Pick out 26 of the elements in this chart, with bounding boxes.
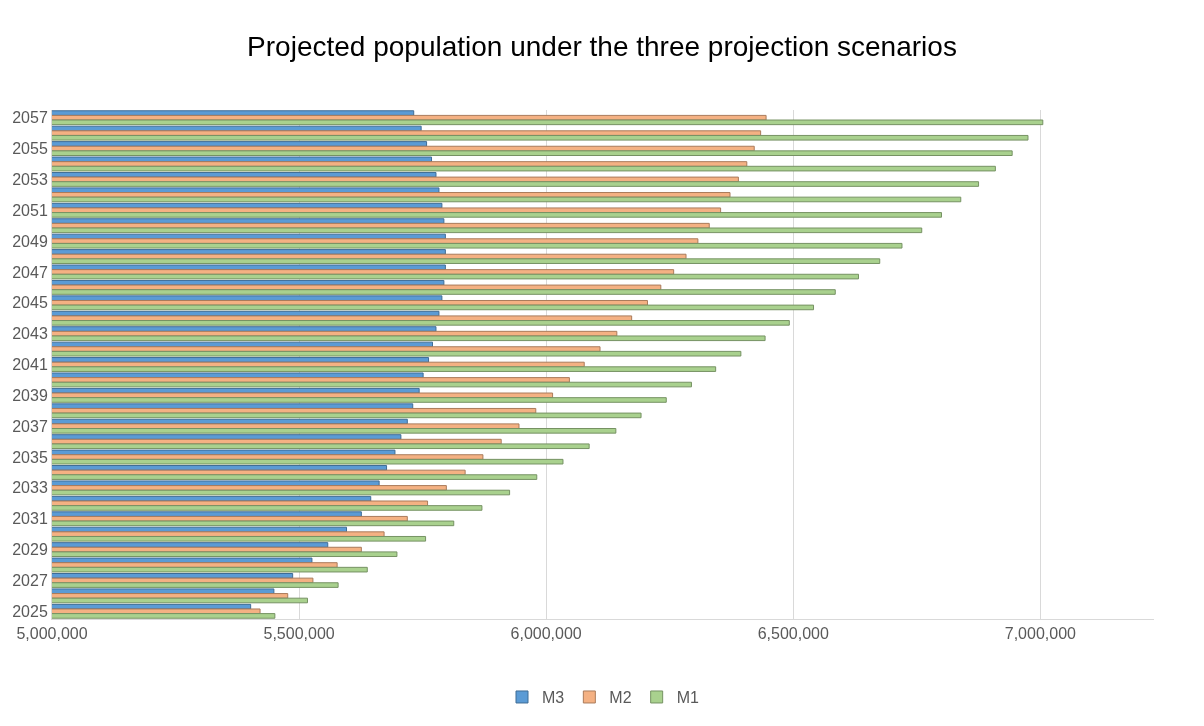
y-tick-label: 2055 [12,140,48,158]
x-tick-label: 7,000,000 [1004,625,1077,643]
y-tick-label: 2027 [12,572,48,590]
y-tick-label: 2033 [12,479,48,497]
legend-label: M2 [609,689,632,707]
y-tick-label: 2031 [12,510,48,528]
y-tick-label: 2047 [12,263,48,281]
y-tick-label: 2045 [12,294,48,312]
y-tick-label: 2039 [12,386,48,404]
x-tick-label: 6,500,000 [757,625,829,643]
y-tick-label: 2035 [12,448,48,466]
y-tick-label: 2051 [12,201,48,219]
x-tick-label: 5,000,000 [16,625,88,643]
legend-label: M3 [542,689,565,707]
y-tick-label: 2053 [12,171,48,189]
y-tick-label: 2037 [12,417,48,435]
y-tick-label: 2041 [12,356,48,374]
y-tick-label: 2025 [12,602,48,620]
y-tick-label: 2029 [12,541,48,559]
y-tick-label: 2057 [12,109,48,127]
y-tick-label: 2049 [12,232,48,250]
y-tick-label: 2043 [12,325,48,343]
chart-title: Projected population under the three projection scenarios [247,30,957,62]
x-tick-label: 6,000,000 [510,625,582,643]
x-tick-label: 5,500,000 [263,625,335,643]
legend-label: M1 [676,689,699,707]
